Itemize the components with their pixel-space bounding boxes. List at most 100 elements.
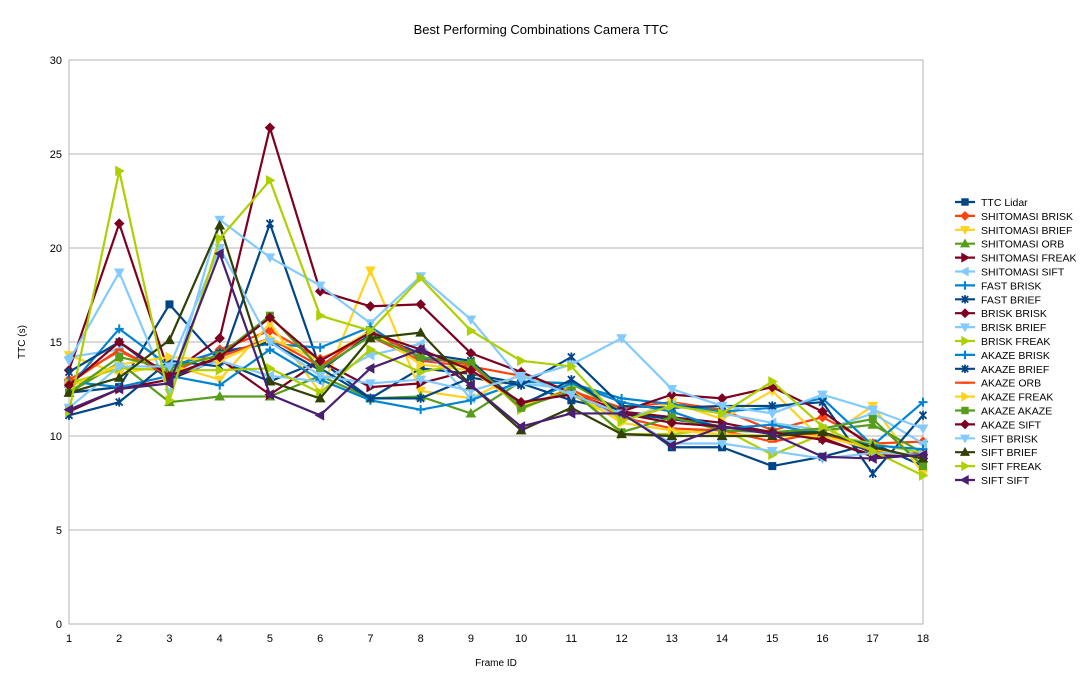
legend-item: SHITOMASI SIFT	[955, 266, 1065, 279]
data-point	[214, 375, 226, 386]
data-point	[817, 451, 827, 463]
legend-item: AKAZE FREAK	[955, 391, 1053, 404]
data-point	[768, 401, 777, 411]
x-tick-label: 13	[666, 633, 678, 645]
legend-item: SIFT BRISK	[955, 433, 1038, 445]
data-point	[768, 376, 778, 387]
data-point	[565, 390, 577, 401]
x-tick-label: 18	[917, 633, 929, 645]
legend-label: BRISK BRISK	[981, 308, 1047, 320]
legend-label: AKAZE ORB	[981, 378, 1041, 390]
legend-label: SHITOMASI BRISK	[981, 211, 1073, 223]
data-point	[465, 407, 477, 418]
legend: TTC Lidar SHITOMASI BRISK SHITOMASI BRIEF S…	[955, 197, 1077, 487]
legend-label: BRISK BRIEF	[981, 322, 1046, 334]
data-point	[919, 462, 927, 471]
plot-area	[68, 59, 924, 625]
data-point	[314, 355, 326, 367]
data-point	[817, 390, 828, 401]
data-point	[868, 445, 879, 457]
legend-item: SIFT FREAK	[955, 461, 1041, 473]
legend-label: SHITOMASI FREAK	[981, 253, 1077, 265]
data-point	[818, 421, 829, 432]
series-line	[68, 316, 923, 456]
data-point	[961, 391, 971, 402]
data-point	[667, 400, 678, 412]
x-axis: 1 2 3 4 5 6 7 8 9 10 11 12 13 14 15 16 17 18	[66, 633, 929, 645]
data-point	[766, 409, 778, 419]
legend-label: TTC Lidar	[981, 197, 1028, 209]
data-point	[466, 325, 477, 337]
data-point	[163, 378, 174, 389]
data-point	[918, 397, 928, 407]
data-point	[918, 410, 928, 420]
x-tick-label: 8	[418, 633, 424, 645]
data-point	[465, 364, 477, 376]
data-point	[314, 409, 325, 421]
data-point	[365, 332, 376, 343]
data-point	[515, 421, 526, 432]
legend-item: FAST BRIEF	[955, 294, 1041, 306]
data-point	[165, 394, 175, 406]
data-point	[868, 415, 877, 424]
data-point	[416, 405, 426, 415]
data-point	[214, 248, 224, 259]
data-point	[314, 286, 326, 297]
legend-label: SHITOMASI BRIEF	[981, 225, 1072, 237]
legend-item: FAST BRISK	[955, 280, 1042, 292]
legend-label: AKAZE BRISK	[981, 350, 1050, 362]
data-point	[165, 351, 175, 363]
data-point	[666, 385, 678, 395]
x-tick-label: 9	[468, 633, 474, 645]
data-point	[960, 210, 970, 221]
legend-label: FAST BRIEF	[981, 294, 1041, 306]
legend-item: AKAZE SIFT	[955, 419, 1042, 431]
data-point	[817, 406, 828, 417]
legend-item: SHITOMASI BRISK	[955, 211, 1073, 223]
data-point	[365, 379, 376, 389]
grid	[69, 59, 923, 625]
data-point	[365, 266, 376, 277]
data-point	[617, 415, 628, 427]
chart-title: Best Performing Combinations Camera TTC	[414, 22, 669, 37]
legend-label: SHITOMASI ORB	[981, 239, 1064, 251]
x-tick-label: 11	[566, 633, 577, 645]
data-point	[817, 411, 828, 423]
data-point	[959, 474, 969, 486]
data-point	[316, 310, 326, 322]
data-point	[616, 408, 626, 419]
data-point	[114, 336, 125, 348]
legend-label: SIFT FREAK	[981, 461, 1041, 473]
legend-item: BRISK BRIEF	[955, 322, 1046, 334]
y-tick-label: 20	[50, 243, 62, 255]
data-point	[766, 447, 778, 457]
data-point	[919, 470, 929, 481]
data-point	[215, 233, 226, 244]
x-tick-label: 12	[615, 633, 627, 645]
legend-item: BRISK FREAK	[955, 335, 1050, 348]
data-point	[415, 299, 426, 310]
x-tick-label: 5	[267, 633, 273, 645]
data-point	[867, 453, 877, 464]
data-point	[415, 375, 427, 386]
data-point	[917, 424, 929, 434]
legend-label: SIFT SIFT	[981, 475, 1030, 487]
data-point	[960, 281, 970, 290]
x-tick-label: 4	[217, 633, 223, 645]
data-point	[868, 469, 877, 479]
data-point	[366, 325, 376, 337]
data-point	[960, 350, 970, 360]
legend-item: SHITOMASI BRIEF	[955, 225, 1072, 237]
data-point	[113, 268, 125, 278]
data-point	[465, 315, 477, 325]
data-point	[959, 226, 971, 236]
data-point	[416, 272, 427, 284]
data-point	[265, 174, 276, 186]
data-point	[960, 419, 970, 430]
series-line	[68, 303, 924, 468]
data-point	[567, 375, 576, 385]
data-point	[63, 404, 73, 416]
legend-item: AKAZE BRISK	[955, 350, 1050, 362]
data-point	[164, 334, 175, 345]
